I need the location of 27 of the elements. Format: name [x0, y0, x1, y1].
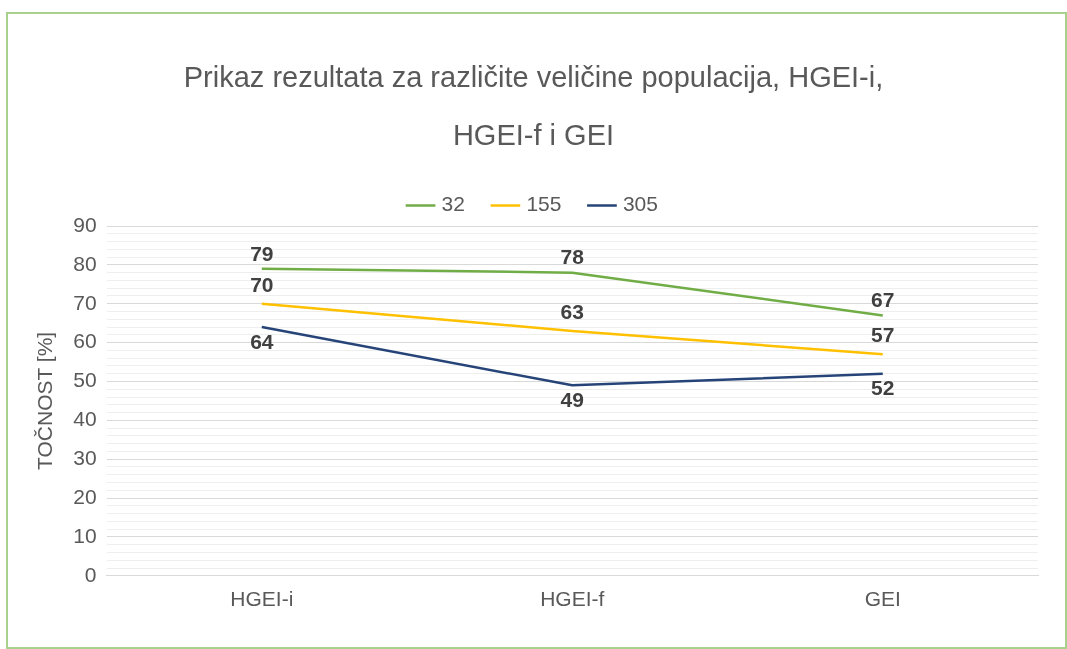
y-tick-label: 0: [84, 562, 97, 586]
y-tick-label: 70: [73, 290, 97, 314]
y-tick-label: 60: [73, 329, 97, 353]
legend-label: 305: [622, 192, 658, 216]
chart-title: Prikaz rezultata za različite veličine populacija, HGEI-i, HGEI-f i GEI: [182, 60, 885, 153]
x-tick-label: GEI: [864, 587, 901, 611]
data-label: 63: [560, 299, 584, 323]
y-axis-title: TOČNOST [%]: [33, 331, 57, 470]
data-label: 67: [871, 288, 895, 312]
y-tick-label: 90: [73, 212, 97, 236]
y-tick-label: 50: [73, 368, 97, 392]
data-label: 49: [560, 388, 584, 412]
x-tick-label: HGEI-f: [540, 587, 605, 611]
y-tick-label: 30: [73, 446, 97, 469]
y-tick-label: 10: [73, 523, 97, 547]
legend-label: 32: [441, 192, 465, 216]
y-tick-label: 40: [73, 407, 97, 431]
x-tick-label: HGEI-i: [230, 587, 294, 611]
data-label: 57: [871, 323, 895, 347]
y-tick-label: 80: [73, 251, 97, 275]
data-label: 64: [250, 329, 274, 353]
data-label: 52: [871, 376, 895, 400]
y-tick-label: 20: [73, 484, 97, 508]
data-label: 70: [250, 272, 274, 296]
data-label: 79: [250, 241, 274, 265]
legend-label: 155: [526, 192, 562, 216]
data-label: 78: [560, 245, 585, 269]
